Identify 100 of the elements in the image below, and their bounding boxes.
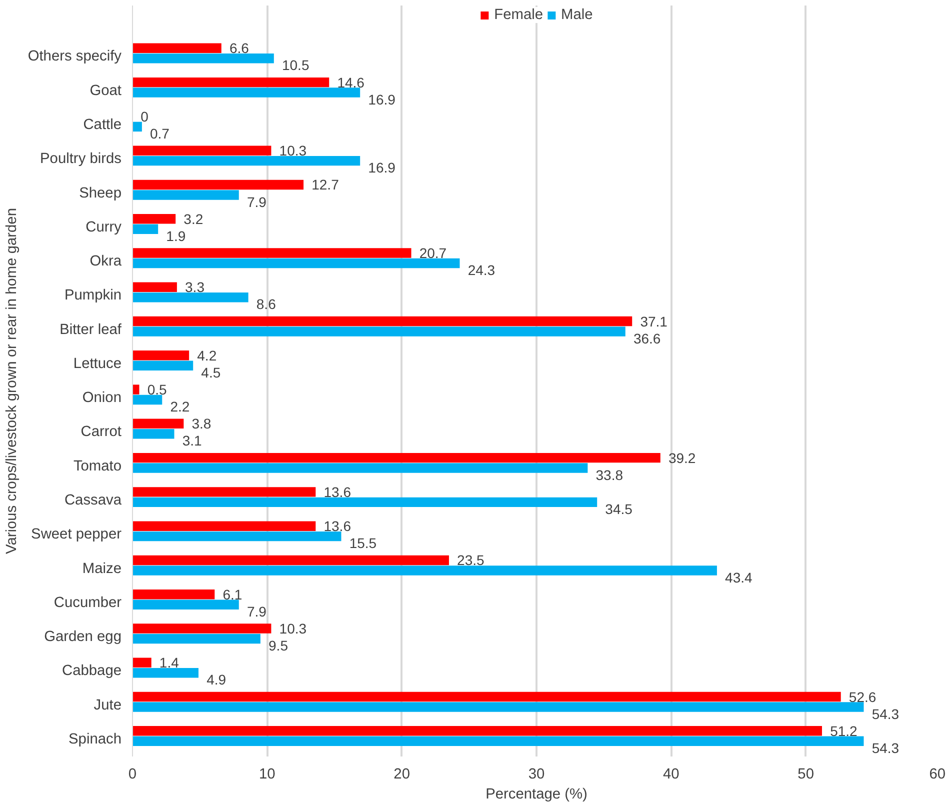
bar (132, 634, 260, 644)
bar (132, 190, 239, 200)
data-label: 37.1 (640, 313, 668, 330)
y-axis-title: Various crops/livestock grown or rear in home garden (4, 208, 20, 554)
x-tick-label: 0 (128, 766, 137, 782)
y-tick-label: Cattle (83, 116, 122, 133)
data-label: 3.1 (182, 432, 202, 449)
data-label: 10.3 (279, 142, 307, 159)
bar (132, 726, 822, 736)
data-label: 14.6 (337, 74, 365, 90)
bar (132, 54, 274, 64)
bar (132, 146, 272, 156)
bar (132, 487, 316, 497)
bar (132, 497, 598, 508)
y-tick-label: Curry (86, 219, 122, 236)
data-label: 6.1 (222, 586, 242, 602)
data-label: 3.8 (192, 416, 212, 432)
x-tick-label: 50 (798, 766, 814, 782)
data-label: 54.3 (872, 706, 900, 722)
bar (132, 452, 660, 463)
y-tick-label: Okra (90, 254, 122, 270)
bar (132, 248, 412, 258)
data-label: 3.3 (185, 279, 205, 296)
y-tick-label: Goat (90, 82, 122, 99)
data-label: 0.5 (147, 382, 167, 398)
data-label: 9.5 (268, 638, 288, 654)
y-tick-label: Onion (82, 390, 122, 406)
data-label: 10.3 (279, 620, 307, 636)
y-tick-label: Sheep (79, 185, 122, 202)
data-label: 34.5 (605, 501, 633, 518)
x-tick-label: 20 (394, 766, 410, 782)
bar (132, 258, 460, 268)
y-tick-label: Maize (82, 560, 122, 577)
bar (132, 521, 316, 531)
data-label: 4.5 (201, 364, 221, 380)
bar (132, 463, 588, 473)
data-label: 4.2 (197, 347, 217, 364)
bar (132, 624, 272, 634)
data-label: 1.9 (166, 228, 186, 244)
x-axis-title: Percentage (%) (486, 786, 588, 802)
bar (132, 600, 239, 610)
bar (132, 589, 215, 600)
bar (132, 555, 449, 566)
data-label: 20.7 (419, 244, 447, 261)
x-tick-label: 10 (259, 766, 276, 782)
bar (132, 156, 360, 166)
legend-label: Female (494, 7, 544, 23)
bar (132, 214, 176, 224)
bar (132, 316, 632, 326)
y-tick-label: Carrot (80, 424, 122, 440)
data-label: 0 (140, 108, 149, 124)
data-label: 15.5 (349, 535, 377, 552)
bar (132, 180, 304, 190)
bar (132, 326, 626, 336)
x-tick-label: 30 (528, 766, 545, 782)
data-label: 13.6 (324, 518, 352, 534)
data-label: 8.6 (256, 296, 276, 312)
data-label: 36.6 (633, 330, 661, 346)
data-label: 4.9 (206, 672, 226, 688)
bar (132, 394, 162, 405)
y-tick-label: Sweet pepper (31, 526, 122, 543)
data-label: 51.2 (830, 722, 858, 739)
y-tick-label: Spinach (68, 731, 122, 748)
y-tick-label: Poultry birds (40, 151, 122, 168)
bar (132, 692, 841, 702)
y-tick-label: Jute (94, 697, 122, 714)
bar (132, 360, 194, 371)
bar (132, 384, 140, 394)
legend-label: Male (561, 7, 593, 23)
data-label: 2.2 (170, 398, 190, 415)
x-tick-label: 60 (929, 766, 946, 782)
y-tick-label: Lettuce (73, 356, 122, 372)
bar (132, 350, 190, 360)
data-label: 3.2 (184, 210, 204, 227)
data-label: 1.4 (159, 654, 180, 671)
data-label: 33.8 (596, 466, 624, 483)
data-label: 6.6 (229, 40, 250, 56)
data-label: 10.5 (282, 57, 310, 74)
bar (132, 736, 864, 746)
data-label: 24.3 (468, 262, 496, 278)
y-tick-label: Bitter leaf (60, 322, 122, 338)
y-tick-label: Tomato (73, 458, 122, 474)
data-label: 12.7 (312, 176, 340, 193)
data-label: 23.5 (457, 552, 485, 568)
data-label: 16.9 (368, 91, 396, 108)
bar (132, 77, 330, 88)
bar (132, 224, 158, 234)
bar (132, 88, 360, 98)
bar (132, 43, 222, 54)
data-label: 7.9 (246, 194, 267, 210)
bar (132, 122, 142, 132)
bar (132, 668, 198, 678)
bar (132, 658, 152, 668)
data-label: 0.7 (150, 126, 170, 142)
y-tick-label: Pumpkin (64, 288, 122, 304)
data-label: 43.4 (725, 569, 752, 586)
bar (132, 429, 174, 439)
data-label: 54.3 (872, 740, 900, 756)
data-label: 16.9 (368, 160, 396, 176)
bar (132, 531, 342, 542)
